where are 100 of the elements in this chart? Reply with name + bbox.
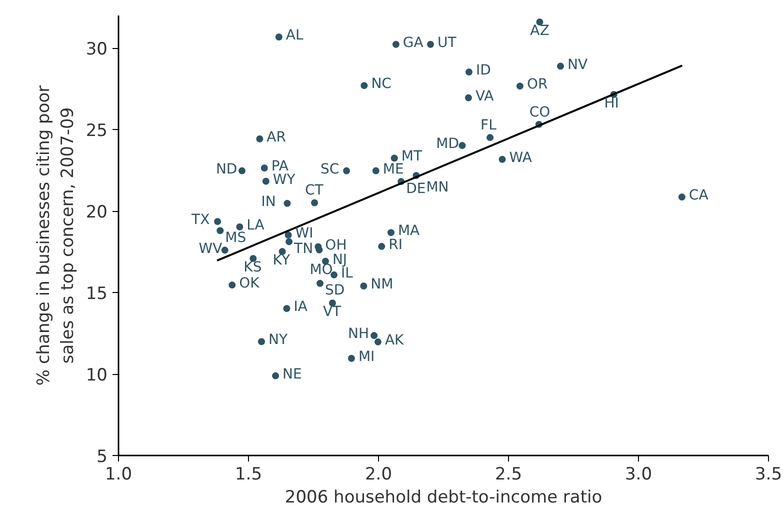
point <box>272 372 280 380</box>
y-tick-label: 10 <box>86 366 108 386</box>
annotation: SD <box>325 282 345 299</box>
annotation: OK <box>239 276 260 292</box>
annotation: MS <box>225 230 246 246</box>
annotation: AK <box>384 332 405 349</box>
point <box>360 82 368 90</box>
annotation: CT <box>305 182 324 199</box>
annotation: VT <box>322 304 342 320</box>
point <box>284 200 291 207</box>
annotation: CA <box>688 188 709 204</box>
point <box>486 134 494 142</box>
annotation: KS <box>244 260 262 276</box>
annotation: RI <box>388 237 402 254</box>
annotation: TX <box>190 212 210 228</box>
annotation: WA <box>509 150 532 166</box>
annotation: ID <box>476 62 491 79</box>
annotation: NC <box>371 76 392 92</box>
annotation: ND <box>216 161 238 178</box>
point <box>275 34 282 41</box>
annotation: WV <box>198 240 223 257</box>
annotation: MT <box>401 148 422 165</box>
point <box>370 332 378 340</box>
annotation: AZ <box>530 23 550 40</box>
x-tick-label: 1.0 <box>104 464 132 484</box>
annotation: DE <box>406 180 426 197</box>
annotation: WI <box>295 226 314 242</box>
annotation: AL <box>286 28 304 44</box>
annotation: MO <box>310 262 333 278</box>
point <box>516 82 524 90</box>
annotation: UT <box>438 34 457 51</box>
annotation: NH <box>348 326 370 342</box>
y-tick-label: 30 <box>86 40 108 60</box>
point <box>372 167 380 174</box>
point <box>465 68 472 76</box>
point <box>458 142 466 150</box>
point <box>390 154 398 162</box>
point <box>464 94 472 102</box>
annotation: HI <box>604 96 619 112</box>
annotation: MI <box>358 348 375 365</box>
annotation: LA <box>246 217 265 234</box>
annotation: TN <box>293 240 314 257</box>
y-axis-title: % change in businesses citing poor sales as top concern, 2007-09 <box>34 85 78 386</box>
annotation: IN <box>261 194 276 210</box>
point <box>311 199 318 206</box>
point <box>378 242 386 250</box>
point <box>262 178 270 185</box>
annotation: VA <box>475 88 494 104</box>
point <box>216 227 224 234</box>
annotation: MN <box>426 180 449 196</box>
x-axis-title: 2006 household debt-to-income ratio <box>284 488 602 508</box>
point <box>258 338 265 346</box>
point <box>374 338 382 346</box>
x-tick-label: 2.0 <box>364 464 392 484</box>
point <box>214 218 222 225</box>
y-tick-label: 20 <box>86 202 108 223</box>
point <box>360 282 368 290</box>
point <box>498 156 506 163</box>
point <box>238 167 246 174</box>
point <box>343 167 350 174</box>
annotation: CO <box>529 104 550 120</box>
annotation: KY <box>272 252 290 269</box>
point <box>228 282 236 289</box>
annotation: NV <box>568 56 588 73</box>
point <box>284 232 292 239</box>
annotation: NM <box>370 276 394 293</box>
point <box>348 354 355 362</box>
annotation: NY <box>268 332 288 348</box>
point <box>387 229 394 236</box>
annotation: IA <box>294 299 308 316</box>
point <box>678 194 686 201</box>
annotation: ME <box>382 161 404 178</box>
point <box>330 271 338 278</box>
annotation: MD <box>436 136 460 152</box>
point <box>316 246 323 254</box>
y-tick-label: 15 <box>86 284 108 304</box>
annotation: AR <box>266 129 286 146</box>
x-tick-label: 2.5 <box>494 464 522 484</box>
y-tick-label: 5 <box>96 447 108 467</box>
point <box>557 62 564 70</box>
point <box>236 223 244 230</box>
x-tick-label: 1.5 <box>234 464 262 484</box>
annotation: GA <box>402 34 424 51</box>
y-tick-label: 25 <box>86 121 108 142</box>
annotation: OR <box>526 76 548 93</box>
annotation: IL <box>341 266 354 282</box>
annotation: NE <box>282 366 302 382</box>
annotation: OH <box>325 237 347 254</box>
annotation: SC <box>320 161 340 178</box>
annotation: FL <box>480 118 497 134</box>
point <box>427 40 434 48</box>
x-tick-label: 3.5 <box>754 464 782 484</box>
point <box>260 164 268 172</box>
point <box>286 238 293 246</box>
annotation: MA <box>398 223 420 240</box>
point <box>316 280 324 287</box>
point <box>283 305 290 312</box>
x-tick-label: 3.0 <box>624 464 652 484</box>
annotation: NJ <box>332 252 348 268</box>
point <box>256 135 264 142</box>
